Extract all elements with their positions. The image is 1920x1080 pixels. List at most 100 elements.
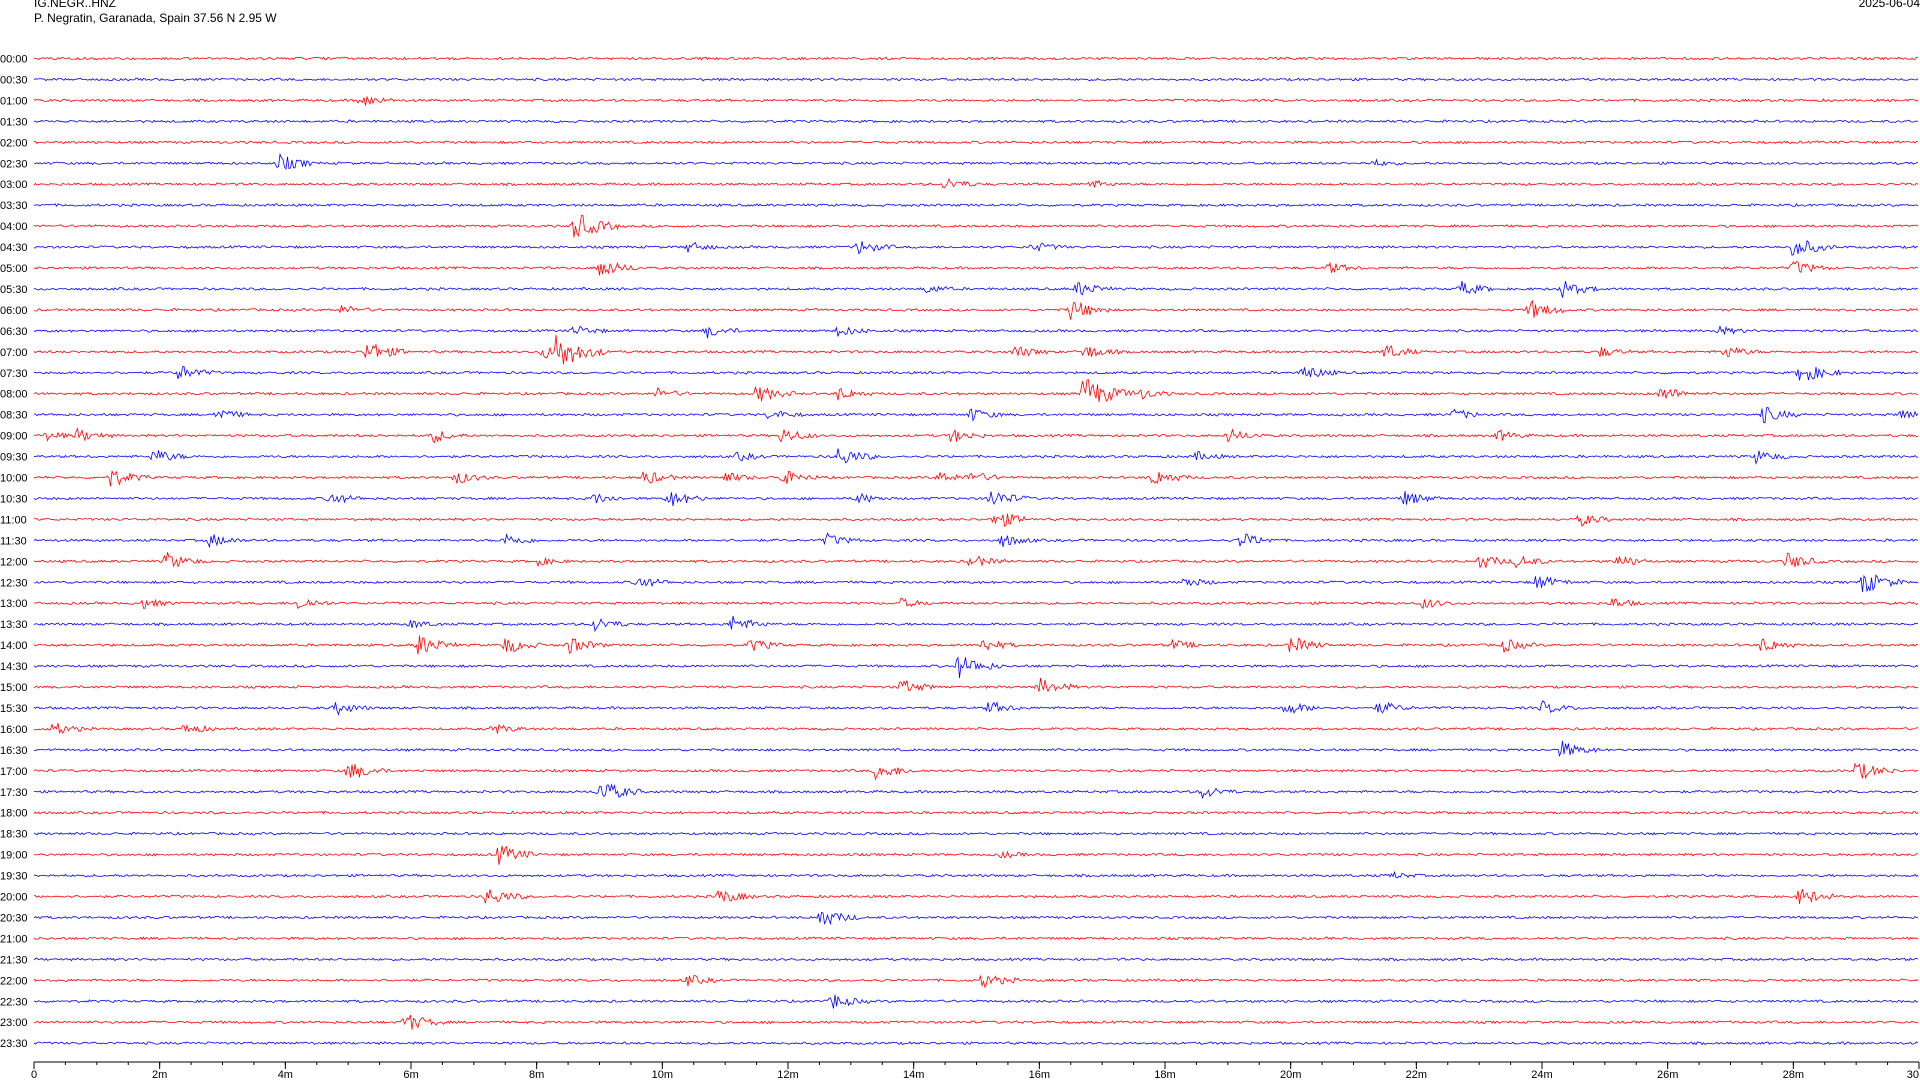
waveform-trace — [33, 700, 1919, 716]
x-axis-tick-label: 26m — [1657, 1069, 1678, 1080]
trace-row: 05:30 — [0, 281, 1919, 298]
waveform-trace — [33, 140, 1919, 145]
waveform-trace — [33, 325, 1919, 339]
trace-row: 14:30 — [0, 656, 1919, 679]
row-time-label: 13:30 — [0, 619, 28, 631]
row-time-label: 11:00 — [0, 514, 27, 526]
waveform-trace — [33, 740, 1919, 758]
trace-row: 04:00 — [0, 214, 1919, 238]
trace-row: 18:30 — [0, 829, 1919, 841]
trace-row: 21:00 — [0, 933, 1919, 945]
trace-row: 10:00 — [0, 470, 1919, 487]
x-axis-tick-label: 28m — [1783, 1069, 1804, 1080]
trace-row: 08:30 — [0, 406, 1919, 424]
trace-row: 12:30 — [0, 574, 1919, 593]
row-time-label: 18:30 — [0, 829, 28, 841]
waveform-trace — [33, 723, 1918, 735]
station-header: IG.NEGR..HNZ P. Negratin, Garanada, Spai… — [34, 0, 277, 26]
x-axis-tick-label: 20m — [1280, 1069, 1301, 1080]
time-axis: 0 2m 4m 6m 8m 10m 12m 14m 16m 18m 20m 22m 24m 26m 28m 3… — [31, 1061, 1920, 1080]
row-time-label: 05:00 — [0, 263, 28, 275]
trace-row: 01:30 — [0, 116, 1919, 128]
waveform-trace — [33, 365, 1919, 381]
row-time-label: 06:00 — [0, 305, 28, 317]
waveform-trace — [33, 152, 1919, 171]
x-axis-tick-label: 18m — [1154, 1069, 1175, 1080]
row-time-label: 10:30 — [0, 493, 28, 505]
row-time-label: 10:00 — [0, 473, 28, 485]
trace-row: 17:30 — [0, 783, 1919, 800]
waveform-trace — [33, 379, 1919, 403]
waveform-trace — [33, 490, 1919, 507]
row-time-label: 14:30 — [0, 661, 28, 673]
waveform-trace — [33, 261, 1919, 276]
waveform-trace — [33, 334, 1919, 365]
trace-row: 12:00 — [0, 552, 1919, 569]
waveform-trace — [33, 203, 1919, 208]
station-code: IG.NEGR..HNZ — [34, 0, 117, 10]
row-time-label: 00:00 — [0, 54, 28, 66]
waveform-trace — [33, 552, 1919, 569]
waveform-trace — [33, 574, 1919, 593]
x-axis-tick-label: 30 — [1907, 1069, 1919, 1080]
trace-row: 06:00 — [0, 299, 1919, 320]
trace-row: 16:00 — [0, 723, 1918, 736]
trace-row: 05:00 — [0, 261, 1919, 276]
row-time-label: 22:30 — [0, 996, 28, 1008]
row-time-label: 17:00 — [0, 766, 28, 778]
row-time-label: 02:30 — [0, 158, 28, 170]
waveform-trace — [33, 677, 1919, 693]
trace-row: 15:30 — [0, 700, 1919, 716]
trace-row: 07:00 — [0, 334, 1919, 365]
row-time-label: 16:00 — [0, 724, 28, 736]
trace-row: 15:00 — [0, 677, 1919, 694]
waveform-trace — [33, 299, 1919, 320]
x-axis-tick-label: 10m — [652, 1069, 673, 1080]
trace-row: 09:30 — [0, 448, 1919, 466]
waveform-trace — [33, 994, 1919, 1009]
trace-row: 11:30 — [0, 532, 1919, 549]
row-time-label: 06:30 — [0, 326, 28, 338]
x-axis-tick-label: 8m — [529, 1069, 544, 1080]
trace-row: 09:00 — [0, 427, 1919, 444]
row-time-label: 23:30 — [0, 1038, 28, 1050]
trace-row: 07:30 — [0, 365, 1919, 381]
x-axis-tick-label: 12m — [777, 1069, 798, 1080]
row-time-label: 14:00 — [0, 640, 28, 652]
waveform-trace — [33, 957, 1919, 962]
waveform-trace — [33, 597, 1919, 610]
row-time-label: 17:30 — [0, 787, 28, 799]
row-time-label: 12:00 — [0, 556, 28, 568]
waveform-trace — [33, 845, 1919, 865]
waveform-trace — [33, 532, 1919, 549]
x-axis-tick-label: 22m — [1406, 1069, 1427, 1080]
row-time-label: 09:30 — [0, 452, 28, 464]
row-time-label: 15:30 — [0, 703, 28, 715]
x-axis-tick-label: 6m — [403, 1069, 418, 1080]
row-time-label: 20:00 — [0, 892, 28, 904]
trace-row: 21:30 — [0, 954, 1919, 966]
row-time-label: 04:00 — [0, 221, 28, 233]
waveform-trace — [33, 911, 1919, 926]
x-axis-tick-label: 14m — [903, 1069, 924, 1080]
waveform-trace — [33, 615, 1919, 633]
trace-row: 20:30 — [0, 911, 1919, 926]
row-time-label: 13:00 — [0, 598, 28, 610]
row-time-label: 09:00 — [0, 431, 28, 443]
waveform-trace — [33, 974, 1919, 989]
x-axis-tick-label: 16m — [1029, 1069, 1050, 1080]
waveform-trace — [33, 810, 1919, 815]
trace-row: 10:30 — [0, 490, 1919, 507]
x-axis-tick-label: 24m — [1531, 1069, 1552, 1080]
row-time-label: 18:00 — [0, 808, 28, 820]
row-time-label: 01:30 — [0, 116, 28, 128]
row-time-label: 08:30 — [0, 410, 28, 422]
waveform-trace — [33, 214, 1919, 238]
row-time-label: 12:30 — [0, 577, 28, 589]
trace-row: 18:00 — [0, 808, 1919, 820]
waveform-trace — [33, 77, 1919, 82]
trace-row: 13:00 — [0, 597, 1919, 610]
row-time-label: 21:00 — [0, 933, 28, 945]
waveform-trace — [33, 635, 1919, 655]
